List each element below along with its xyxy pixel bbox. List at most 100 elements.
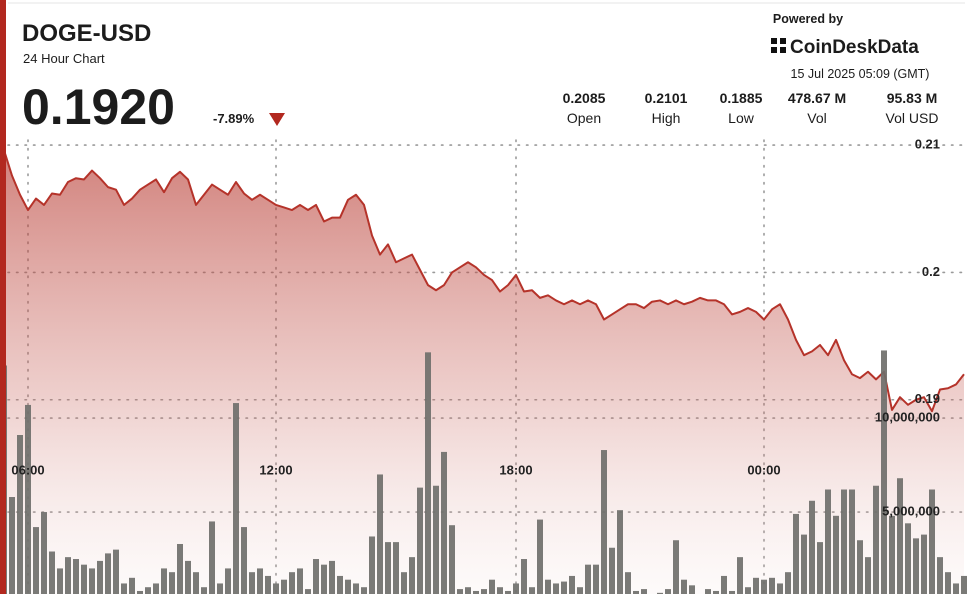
volume-bar xyxy=(633,590,639,594)
volume-bar xyxy=(129,577,135,594)
volume-bar xyxy=(465,587,471,594)
volume-bar xyxy=(233,403,239,594)
powered-by: Powered by xyxy=(773,12,843,26)
volume-bar xyxy=(281,579,287,594)
volume-bar xyxy=(305,589,311,594)
volume-bar xyxy=(337,575,343,594)
volume-bar xyxy=(601,450,607,594)
timestamp: 15 Jul 2025 05:09 (GMT) xyxy=(791,67,930,81)
volume-bar xyxy=(241,527,247,594)
volume-bar xyxy=(105,553,111,594)
x-tick-label: 00:00 xyxy=(747,462,780,477)
volume-bar xyxy=(353,583,359,594)
volume-bar xyxy=(409,557,415,594)
volume-bar xyxy=(865,557,871,594)
stat-label: High xyxy=(652,110,681,126)
down-arrow xyxy=(269,113,285,126)
volume-bar xyxy=(521,559,527,594)
y-tick-label: 0.19 xyxy=(915,391,940,406)
volume-bar xyxy=(777,583,783,594)
volume-bar xyxy=(249,572,255,594)
volume-bar xyxy=(425,352,431,594)
volume-bar xyxy=(529,587,535,594)
volume-bar xyxy=(833,515,839,594)
volume-bar xyxy=(369,536,375,594)
volume-bar xyxy=(609,547,615,594)
volume-bar xyxy=(785,572,791,594)
volume-bar xyxy=(545,579,551,594)
volume-bar xyxy=(185,560,191,594)
volume-bar xyxy=(881,350,887,594)
volume-bar xyxy=(345,579,351,594)
volume-bar xyxy=(169,572,175,594)
volume-bar xyxy=(177,543,183,594)
volume-bar xyxy=(689,585,695,594)
volume-bar xyxy=(73,559,79,594)
volume-bar xyxy=(681,579,687,594)
volume-bar xyxy=(673,540,679,594)
volume-bar xyxy=(489,579,495,594)
volume-bar xyxy=(921,534,927,594)
volume-bar xyxy=(49,551,55,594)
volume-bar xyxy=(377,474,383,594)
stat-label: Low xyxy=(728,110,755,126)
volume-bar xyxy=(665,589,671,594)
volume-bar xyxy=(153,583,159,594)
price-layer xyxy=(3,149,965,594)
stat-label: Vol xyxy=(807,110,826,126)
volume-bar xyxy=(385,542,391,594)
volume-bar xyxy=(657,592,663,594)
volume-bar xyxy=(297,568,303,594)
volume-bar xyxy=(9,497,15,594)
volume-bar xyxy=(217,583,223,594)
y-tick-label: 0.21 xyxy=(915,137,940,152)
volume-bar xyxy=(809,500,815,594)
volume-bar xyxy=(65,557,71,594)
volume-bar xyxy=(825,489,831,594)
volume-bar xyxy=(729,590,735,594)
volume-bar xyxy=(513,583,519,594)
volume-bar xyxy=(561,581,567,594)
volume-bar xyxy=(449,525,455,594)
volume-bar xyxy=(313,559,319,594)
volume-bar xyxy=(705,589,711,594)
volume-bar xyxy=(433,485,439,594)
volume-bar xyxy=(585,564,591,594)
volume-bar xyxy=(745,587,751,594)
volume-bar xyxy=(873,485,879,594)
x-tick-label: 12:00 xyxy=(259,462,292,477)
volume-bar xyxy=(625,572,631,594)
volume-bar xyxy=(817,542,823,594)
volume-bar xyxy=(273,583,279,594)
volume-bar xyxy=(913,538,919,594)
volume-bar xyxy=(89,568,95,594)
volume-bar xyxy=(553,583,559,594)
stat-value: 0.1885 xyxy=(720,90,763,106)
volume-bar xyxy=(41,512,47,594)
stats: 0.2085 Open 0.2101 High 0.1885 Low 478.67 M Vol… xyxy=(563,90,939,126)
volume-bar xyxy=(849,489,855,594)
stat-value: 0.2085 xyxy=(563,90,606,106)
volume-bar xyxy=(953,583,959,594)
volume-bar xyxy=(81,564,87,594)
axis-labels: 0.19 0.2 0.21 5,000,000 10,000,000 06:00 12:00… xyxy=(11,137,940,519)
volume-bar xyxy=(209,521,215,594)
volume-bar xyxy=(161,568,167,594)
volume-bar xyxy=(505,590,511,594)
stat-value: 478.67 M xyxy=(788,90,846,106)
volume-bar xyxy=(97,560,103,594)
volume-bar xyxy=(401,572,407,594)
price-area xyxy=(4,150,964,594)
y2-tick-label: 10,000,000 xyxy=(875,410,940,425)
volume-bar xyxy=(329,560,335,594)
volume-bar xyxy=(137,590,143,594)
chart-title: DOGE-USD xyxy=(22,20,151,47)
volume-bar xyxy=(713,590,719,594)
volume-bar xyxy=(801,534,807,594)
volume-bar xyxy=(497,587,503,594)
volume-bar xyxy=(593,564,599,594)
volume-bar xyxy=(889,515,895,594)
volume-bar xyxy=(617,510,623,594)
volume-bar xyxy=(937,557,943,594)
x-tick-label: 18:00 xyxy=(499,462,532,477)
